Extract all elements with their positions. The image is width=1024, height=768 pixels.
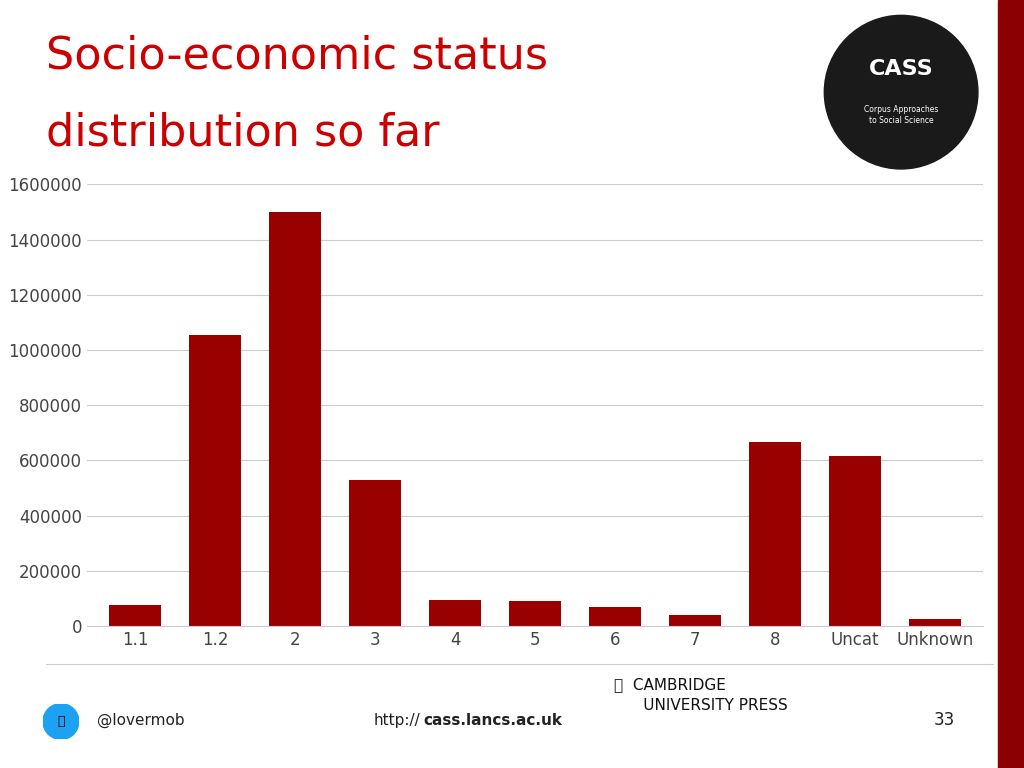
Bar: [269, 212, 322, 626]
Text: @lovermob: @lovermob: [97, 713, 185, 728]
Text: Socio-economic status: Socio-economic status: [46, 35, 548, 78]
Text: cass.lancs.ac.uk: cass.lancs.ac.uk: [423, 713, 562, 728]
Text: http://: http://: [374, 713, 421, 728]
Text: 33: 33: [934, 711, 955, 730]
Bar: [109, 605, 161, 626]
Bar: [509, 601, 561, 626]
Bar: [349, 480, 401, 626]
Circle shape: [824, 15, 978, 169]
Text: 🛡  CAMBRIDGE
      UNIVERSITY PRESS: 🛡 CAMBRIDGE UNIVERSITY PRESS: [614, 677, 788, 713]
Circle shape: [43, 703, 79, 740]
Bar: [749, 442, 801, 626]
Text: CASS: CASS: [868, 59, 934, 79]
Bar: [829, 456, 881, 626]
Bar: [589, 607, 641, 626]
Text: 🐦: 🐦: [57, 715, 65, 728]
Text: distribution so far: distribution so far: [46, 111, 439, 154]
Text: Corpus Approaches
to Social Science: Corpus Approaches to Social Science: [864, 105, 938, 125]
Bar: [429, 600, 481, 626]
Bar: [669, 615, 721, 626]
Bar: [909, 619, 962, 626]
Bar: [189, 335, 241, 626]
